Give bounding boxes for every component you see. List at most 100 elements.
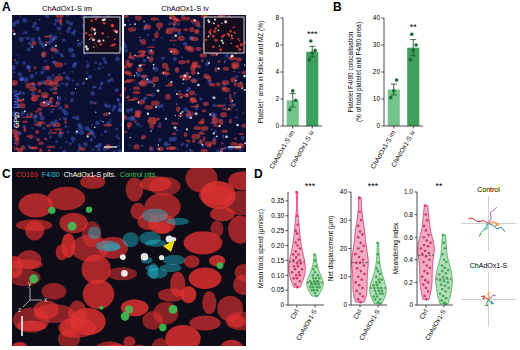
gpib-signal [165,118,167,120]
dna-signal [38,40,42,44]
f480-signal [190,19,196,23]
gpib-signal [76,130,78,132]
gpib-signal [139,37,140,38]
dna-signal [86,48,88,50]
gpib-signal [150,50,152,52]
f480-signal [167,28,174,34]
data-point [296,223,299,226]
y-tick-label: 30 [373,41,381,48]
dna-signal [63,72,66,75]
data-point [409,58,413,62]
dna-signal [153,66,156,69]
f480-signal [163,255,186,265]
data-point [359,301,362,304]
control-platelet [169,305,178,314]
y-tick-label: 0.05 [271,286,284,293]
cd169-signal [154,222,171,233]
y-tick-label: 0.6 [404,234,413,241]
y-tick-label: 0 [409,301,413,308]
dna-signal [98,86,102,90]
data-point [297,238,300,241]
y-tick [415,282,418,283]
data-point [445,261,448,264]
dna-signal [91,124,93,126]
cd169-signal [95,341,124,346]
f480-signal [36,138,40,142]
dna-signal [126,108,130,112]
cd169-signal [218,340,245,346]
f480-signal [38,142,44,145]
f480-signal [128,56,134,60]
inset-signal [212,45,215,48]
f480-signal [221,149,224,152]
x-tick [413,126,414,129]
f480-signal [141,39,146,45]
gpib-signal [180,113,182,115]
data-point [294,283,297,286]
data-point [359,292,362,295]
arrowhead [163,240,175,252]
dna-signal [120,123,122,126]
data-point [360,219,363,222]
y-tick-label: 40 [373,14,381,21]
data-point [373,287,376,290]
data-point [427,281,430,284]
data-point [376,295,379,298]
dna-signal [158,138,162,142]
f480-signal [30,82,35,86]
data-point [411,49,415,53]
f480-signal [50,97,53,100]
panel-label: D [254,167,263,181]
dna-signal [75,130,79,134]
y-tick-label: 2 [275,95,279,102]
control-platelet [125,305,133,313]
inset-signal [96,45,97,46]
y-tick [415,192,418,193]
f480-signal [157,147,164,151]
dna-signal [90,91,94,95]
dna-signal [100,81,104,85]
y-axis-label: Mean track speed (μm/sec) [257,209,265,288]
f480-signal [209,83,216,86]
cd169-signal [153,302,178,325]
f480-signal [201,126,208,131]
data-point [444,290,447,293]
dna-signal [25,82,27,84]
gpib-signal [242,112,244,114]
channel-label: ChAdOx1-S plts. [64,171,116,179]
f480-signal [192,139,196,143]
f480-signal [50,129,53,131]
f480-signal [191,37,199,41]
gpib-signal [243,75,246,78]
dna-signal [22,61,26,65]
error-bar [391,84,397,95]
dna-signal [177,23,180,26]
f480-signal [205,141,213,146]
f480-signal [148,263,158,279]
gpib-signal [59,118,60,119]
data-point [445,272,448,275]
y-tick-label: 30 [340,217,348,224]
data-point [313,280,316,283]
f480-signal [189,97,196,103]
f480-signal [150,17,158,20]
dna-signal [27,65,32,70]
x-tick-label: ChAdOx1-S [357,307,381,341]
dna-signal [117,98,121,102]
gpib-signal [202,144,204,146]
dna-signal [117,137,120,140]
cd169-signal [61,233,75,258]
inset-signal [85,45,88,48]
gpib-signal [130,89,132,91]
violin [418,206,435,300]
dna-signal [140,125,142,127]
f480-signal [185,17,191,21]
data-point [361,287,364,290]
gpib-signal [216,135,218,137]
data-point [296,277,299,280]
inset-signal [90,20,92,22]
f480-signal [33,66,36,70]
x-tick-label: ChAdOx1-S iv [389,128,416,168]
data-point [447,287,450,290]
f480-signal [234,82,236,87]
